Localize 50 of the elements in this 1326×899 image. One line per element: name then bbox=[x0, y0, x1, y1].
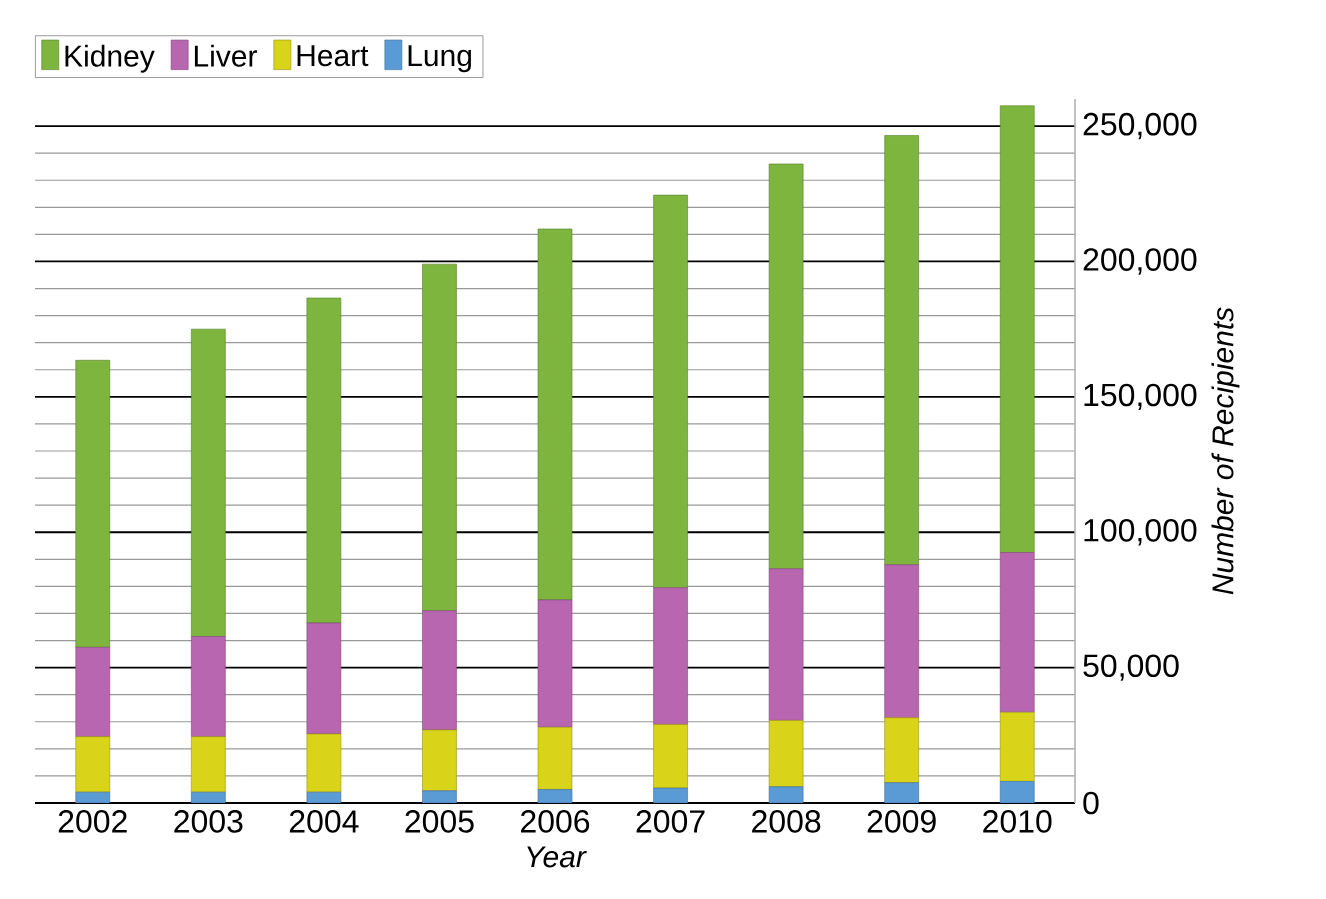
x-axis-title: Year bbox=[527, 846, 587, 868]
y-tick-label: 250,000 bbox=[1083, 112, 1197, 140]
x-tick-label: 2007 bbox=[636, 810, 705, 833]
x-tick-label: 2010 bbox=[983, 810, 1052, 833]
y-tick-label: 50,000 bbox=[1083, 654, 1179, 681]
bar bbox=[884, 135, 919, 566]
bar bbox=[884, 782, 919, 803]
bar bbox=[884, 564, 919, 719]
bar bbox=[884, 717, 919, 783]
bar bbox=[75, 359, 111, 648]
bar bbox=[75, 736, 111, 793]
x-tick-label: 2003 bbox=[174, 810, 243, 833]
bar bbox=[306, 733, 342, 793]
y-tick-label: 150,000 bbox=[1084, 383, 1197, 411]
bar bbox=[768, 568, 804, 721]
legend-label: Heart bbox=[297, 45, 369, 67]
x-tick-label: 2006 bbox=[521, 810, 590, 833]
legend-label: Liver bbox=[194, 44, 257, 67]
bar bbox=[306, 622, 342, 735]
bar bbox=[422, 610, 457, 731]
x-tick-label: 2002 bbox=[58, 810, 127, 833]
x-tick-label: 2008 bbox=[752, 810, 821, 833]
bar bbox=[653, 724, 688, 789]
bar bbox=[306, 297, 342, 624]
bar bbox=[75, 647, 111, 737]
y-axis-title: Number of Recipients bbox=[1211, 307, 1240, 595]
bar bbox=[999, 552, 1035, 713]
bar bbox=[422, 729, 457, 792]
bar bbox=[999, 781, 1035, 803]
bar bbox=[999, 711, 1035, 782]
bar bbox=[191, 736, 226, 793]
y-tick-label: 200,000 bbox=[1083, 248, 1197, 275]
x-tick-label: 2009 bbox=[867, 810, 936, 833]
bar bbox=[422, 263, 457, 612]
bar bbox=[999, 105, 1035, 553]
x-tick-label: 2005 bbox=[405, 810, 474, 833]
bar bbox=[768, 163, 804, 570]
bar bbox=[191, 328, 226, 637]
legend-label: Kidney bbox=[65, 44, 155, 73]
x-tick-label: 2004 bbox=[289, 810, 359, 833]
y-tick-label: 100,000 bbox=[1084, 519, 1197, 546]
bar bbox=[768, 720, 804, 788]
bar bbox=[653, 587, 688, 725]
bar bbox=[537, 599, 573, 728]
y-tick-label: 0 bbox=[1083, 791, 1099, 815]
bar bbox=[537, 228, 573, 601]
bar bbox=[537, 726, 573, 790]
bar bbox=[191, 636, 226, 737]
legend-label: Lung bbox=[408, 45, 471, 73]
bar bbox=[653, 194, 688, 589]
